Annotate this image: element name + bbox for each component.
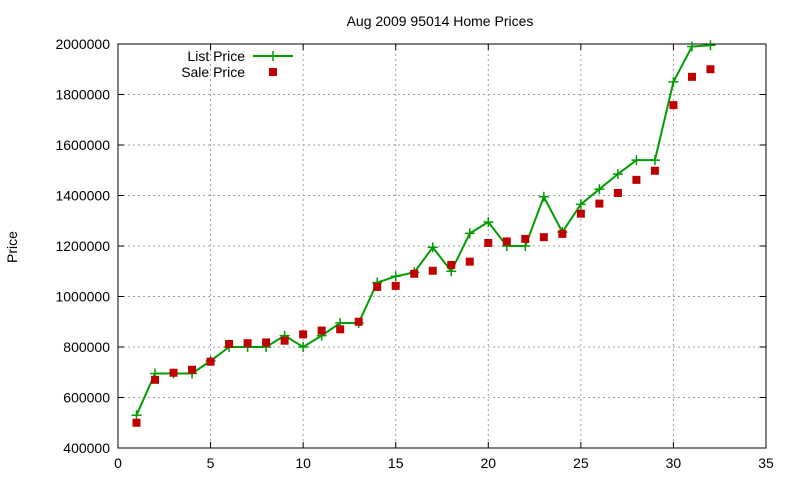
list-price-point [538, 191, 549, 202]
sale-price-point [502, 237, 511, 246]
list-price-line [135, 44, 711, 416]
x-tick-label: 15 [388, 455, 404, 471]
sale-price-point [206, 357, 215, 366]
sale-price-point [539, 233, 548, 242]
list-price-point [668, 76, 679, 87]
sale-price-point [317, 326, 326, 335]
series-group [131, 40, 716, 427]
y-tick-label: 400000 [63, 440, 110, 456]
list-price-point [464, 228, 475, 239]
x-tick-label: 0 [114, 455, 122, 471]
list-price-point [298, 342, 309, 352]
legend-label: List Price [187, 48, 245, 64]
x-tick-label: 30 [666, 455, 682, 471]
list-price-point [594, 184, 605, 195]
x-tick-label: 5 [207, 455, 215, 471]
axes: 0 5 10 15 20 25 30 35 400000 600000 800000 1000000 1… [55, 36, 774, 471]
list-price-point [612, 169, 623, 180]
sale-price-point [650, 166, 659, 175]
sale-price-point [706, 65, 715, 74]
sale-price-point [373, 282, 382, 291]
list-price-point [483, 217, 494, 228]
sale-price-point [243, 339, 252, 348]
sale-price-point [225, 339, 234, 348]
legend-square-marker [269, 68, 277, 76]
sale-price-point [613, 188, 622, 197]
sale-price-point [595, 199, 604, 208]
legend-plus-marker [268, 51, 278, 61]
sale-price-point [410, 269, 419, 278]
list-price-point [686, 41, 697, 52]
list-price-point [575, 199, 586, 210]
x-tick-label: 10 [295, 455, 311, 471]
y-tick-label: 1200000 [55, 238, 110, 254]
sale-price-point [632, 175, 641, 184]
y-tick-label: 1800000 [55, 87, 110, 103]
x-tick-label: 25 [573, 455, 589, 471]
sale-price-point [280, 336, 289, 345]
x-tick-label: 20 [480, 455, 496, 471]
y-tick-label: 1000000 [55, 289, 110, 305]
sale-price-point [558, 229, 567, 238]
chart-title: Aug 2009 95014 Home Prices [347, 13, 534, 29]
sale-price-point [669, 101, 678, 110]
sale-price-point [687, 72, 696, 81]
series-sale-price [132, 65, 715, 427]
y-tick-label: 2000000 [55, 36, 110, 52]
list-price-point [427, 242, 438, 253]
series-list-price [131, 40, 716, 421]
list-price-point [649, 155, 660, 166]
y-tick-label: 1600000 [55, 137, 110, 153]
sale-price-point [262, 338, 271, 347]
sale-price-point [391, 281, 400, 290]
sale-price-point [354, 317, 363, 326]
sale-price-point [299, 330, 308, 339]
y-tick-label: 600000 [63, 390, 110, 406]
list-price-point [705, 40, 716, 51]
sale-price-point [336, 325, 345, 334]
list-price-point [131, 410, 142, 421]
x-tick-label: 35 [758, 455, 774, 471]
legend-label: Sale Price [181, 64, 245, 80]
sale-price-point [188, 365, 197, 374]
sale-price-point [521, 234, 530, 243]
sale-price-point [465, 257, 474, 266]
y-tick-label: 800000 [63, 339, 110, 355]
list-price-point [390, 271, 401, 282]
sale-price-point [151, 375, 160, 384]
list-price-point [631, 155, 642, 166]
sale-price-point [484, 238, 493, 247]
sale-price-point [132, 418, 141, 427]
sale-price-point [447, 260, 456, 269]
sale-price-point [169, 368, 178, 377]
y-tick-label: 1400000 [55, 188, 110, 204]
sale-price-point [428, 266, 437, 275]
y-axis-label: Price [4, 231, 20, 263]
sale-price-point [576, 209, 585, 218]
